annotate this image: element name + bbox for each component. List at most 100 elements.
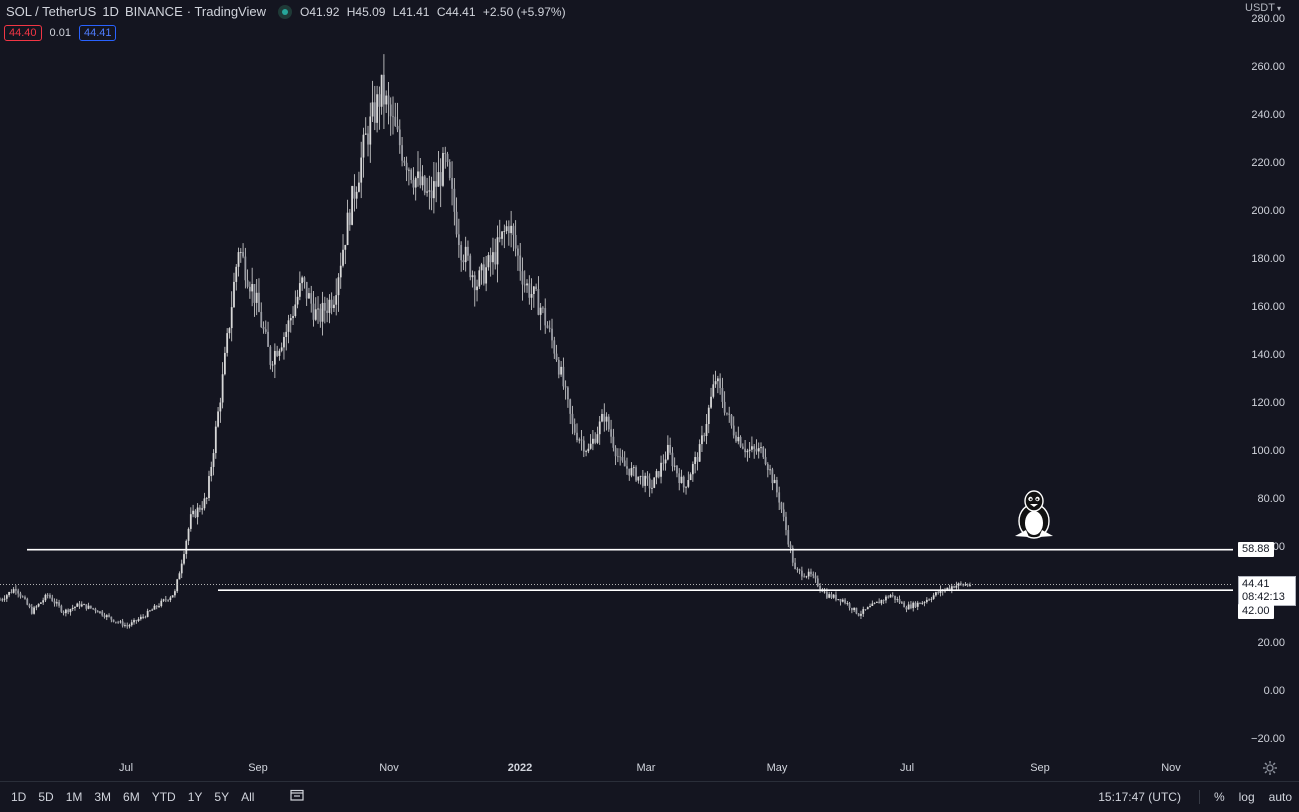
range-button-ytd[interactable]: YTD [151, 790, 176, 804]
candle-body [739, 436, 742, 447]
candle-body [635, 467, 637, 481]
range-button-5y[interactable]: 5Y [214, 790, 230, 804]
candle-body [398, 129, 401, 146]
candle-body [530, 294, 533, 298]
candle-body [526, 283, 528, 286]
candle-body [262, 326, 265, 330]
candle-body [326, 310, 329, 313]
candle-body [839, 599, 842, 602]
symbol-legend: SOL / TetherUS 1D BINANCE · TradingView … [6, 4, 570, 19]
price-tick: 80.00 [1257, 493, 1285, 505]
candle-body [800, 570, 803, 577]
candle-body [721, 388, 724, 402]
candle-body [564, 386, 567, 388]
candle-body [294, 304, 297, 317]
candle-body [796, 569, 799, 570]
candle-body [455, 211, 458, 235]
low-key: L [392, 4, 400, 19]
range-button-3m[interactable]: 3M [94, 790, 112, 804]
price-chart[interactable] [0, 0, 1233, 760]
candle-body [15, 589, 17, 591]
candle-body [435, 181, 438, 187]
candle-body [719, 378, 722, 389]
candle-body [780, 502, 783, 510]
buy-button[interactable]: 44.41 [78, 25, 117, 41]
calendar-range-icon[interactable] [290, 789, 304, 801]
price-tick: −20.00 [1251, 733, 1285, 745]
range-button-5d[interactable]: 5D [38, 790, 54, 804]
timeframe-label[interactable]: 1D [102, 4, 119, 19]
candles [0, 54, 971, 629]
candle-body [298, 283, 301, 297]
candle-body [751, 446, 753, 450]
divider [1198, 790, 1200, 804]
candle-body [51, 597, 54, 602]
candle-body [1, 599, 4, 601]
candle-body [328, 299, 331, 313]
candle-body [296, 296, 299, 305]
candle-body [233, 281, 235, 308]
candle-body [205, 498, 208, 499]
range-button-1m[interactable]: 1M [65, 790, 83, 804]
candle-body [176, 579, 179, 592]
candle-body [569, 399, 572, 414]
source-label: · TradingView [186, 4, 266, 19]
high-key: H [346, 4, 356, 19]
candle-body [900, 602, 903, 604]
candle-body [646, 475, 649, 479]
candle-body [757, 448, 760, 452]
auto-toggle[interactable]: auto [1268, 790, 1292, 804]
candle-body [655, 471, 658, 478]
candle-body [92, 608, 95, 609]
candle-body [501, 231, 503, 239]
utc-clock[interactable]: 15:17:47 (UTC) [1098, 790, 1181, 804]
chart-plot-area[interactable] [0, 0, 1233, 760]
candle-body [610, 429, 612, 437]
candle-body [53, 601, 56, 604]
candle-body [755, 448, 758, 452]
candle-body [841, 599, 844, 602]
candle-body [380, 74, 383, 107]
candle-body [687, 480, 690, 487]
candle-body [480, 264, 483, 271]
range-button-all[interactable]: All [241, 790, 255, 804]
candle-body [246, 280, 249, 287]
candle-body [662, 462, 665, 464]
candle-body [119, 621, 122, 623]
gear-icon[interactable] [1262, 760, 1278, 776]
candle-body [223, 352, 226, 375]
candle-body [716, 378, 719, 382]
price-axis[interactable]: USDT ▾ 280.00 260.00 240.00 220.00 200.00 180.… [1233, 0, 1299, 760]
symbol-name[interactable]: SOL / TetherUS [6, 4, 97, 19]
sell-button[interactable]: 44.40 [4, 25, 42, 41]
candle-body [383, 74, 385, 105]
candle-body [805, 576, 808, 578]
candle-body [467, 246, 469, 256]
candle-body [153, 605, 156, 610]
candle-body [580, 439, 583, 441]
current-price-label: 44.41 08:42:13 [1238, 576, 1296, 606]
candle-body [503, 231, 506, 232]
percent-toggle[interactable]: % [1213, 790, 1225, 804]
range-button-1d[interactable]: 1D [11, 790, 27, 804]
candle-body [846, 603, 849, 604]
candle-body [12, 589, 15, 593]
price-tick: 240.00 [1251, 109, 1285, 121]
range-button-1y[interactable]: 1Y [187, 790, 203, 804]
price-tick: 140.00 [1251, 349, 1285, 361]
candle-body [194, 510, 197, 518]
candle-body [932, 595, 935, 599]
candle-body [237, 252, 240, 267]
candle-body [396, 125, 399, 130]
time-axis[interactable]: Jul Sep Nov 2022 Mar May Jul Sep Nov [0, 760, 1233, 780]
candle-body [46, 594, 49, 596]
level-lower-label: 42.00 [1238, 604, 1274, 619]
candle-body [589, 443, 592, 449]
candle-body [185, 540, 188, 555]
candle-body [432, 181, 435, 199]
log-toggle[interactable]: log [1238, 790, 1255, 804]
spread-value: 0.01 [49, 27, 71, 39]
range-button-6m[interactable]: 6M [123, 790, 140, 804]
currency-selector[interactable]: USDT ▾ [1245, 2, 1281, 14]
low-value: 41.41 [399, 4, 430, 19]
